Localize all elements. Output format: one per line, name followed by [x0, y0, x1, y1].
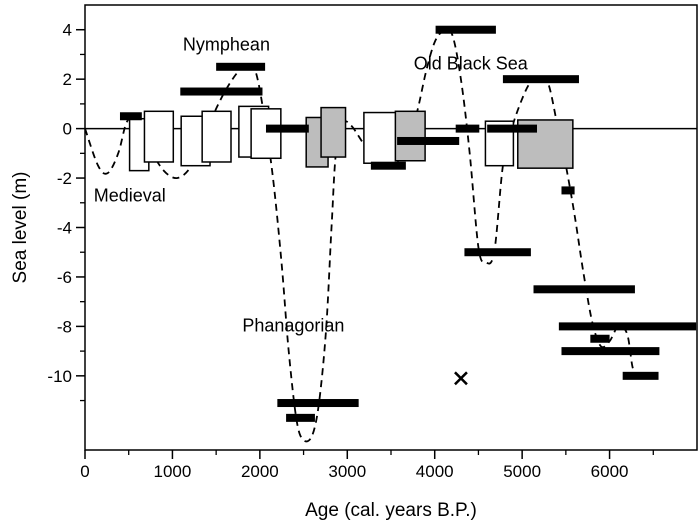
y-tick-label: -6	[57, 268, 72, 287]
data-bar-4	[277, 399, 359, 408]
data-bar-6	[370, 161, 406, 170]
data-bar-13	[561, 186, 575, 195]
plot-frame	[84, 4, 698, 451]
data-bar-8	[435, 25, 496, 34]
annotation-label: Nymphean	[183, 35, 270, 55]
data-bar-1	[180, 87, 263, 96]
data-bar-7	[397, 136, 460, 145]
y-tick-label: 4	[63, 21, 72, 40]
axes-layer	[84, 4, 698, 451]
data-bar-18	[622, 371, 659, 380]
data-bar-17	[561, 347, 660, 356]
data-box-1	[143, 110, 175, 163]
data-bar-10	[464, 248, 531, 257]
annotation-label: Phanagorian	[242, 315, 344, 335]
x-tick-label: 6000	[591, 462, 629, 481]
annotations-layer: Nymphean Old Black Sea Medieval Phanagorian	[94, 35, 529, 336]
data-box-8	[363, 111, 399, 164]
x-tick-label: 0	[80, 462, 89, 481]
data-bar-16	[590, 334, 610, 343]
x-tick-label: 1000	[154, 462, 192, 481]
sea-level-curve	[84, 28, 637, 443]
boxes-layer	[128, 105, 574, 172]
data-bar-2	[216, 62, 266, 71]
y-tick-label: -8	[57, 317, 72, 336]
x-tick-label: 4000	[416, 462, 454, 481]
cross-marker-stroke-b	[454, 371, 468, 386]
data-bar-11	[487, 124, 538, 133]
annotation-label: Old Black Sea	[414, 53, 529, 73]
y-tick-label: 2	[63, 70, 72, 89]
data-bar-9	[455, 124, 480, 133]
data-box-7	[320, 106, 347, 158]
y-axis-title: Sea level (m)	[10, 172, 31, 284]
data-box-3	[201, 110, 232, 163]
annotation-label: Medieval	[94, 186, 166, 206]
cross-marker	[454, 371, 468, 386]
x-tick-label: 5000	[503, 462, 541, 481]
y-tick-label: -10	[47, 367, 72, 386]
data-box-5	[250, 108, 282, 160]
data-bar-14	[533, 285, 635, 294]
data-bar-0	[119, 112, 142, 121]
data-bar-5	[286, 413, 315, 422]
x-axis-title: Age (cal. years B.P.)	[305, 500, 477, 521]
y-tick-label: -2	[57, 169, 72, 188]
data-bar-15	[558, 322, 697, 331]
y-tick-label: 0	[63, 120, 72, 139]
dashed-curve-layer	[84, 28, 637, 443]
bars-layer	[119, 25, 697, 422]
x-tick-label: 2000	[241, 462, 279, 481]
x-tick-label: 3000	[328, 462, 366, 481]
data-box-9	[394, 110, 426, 162]
y-tick-label: -4	[57, 219, 72, 238]
data-bar-3	[265, 124, 309, 133]
ticks-layer: 0 1000 2000 3000 4000 5000 6000 4 2 0 -2 -4 -6 -8 -10	[47, 21, 654, 481]
data-bar-12	[502, 75, 579, 84]
marker-layer	[454, 371, 468, 386]
